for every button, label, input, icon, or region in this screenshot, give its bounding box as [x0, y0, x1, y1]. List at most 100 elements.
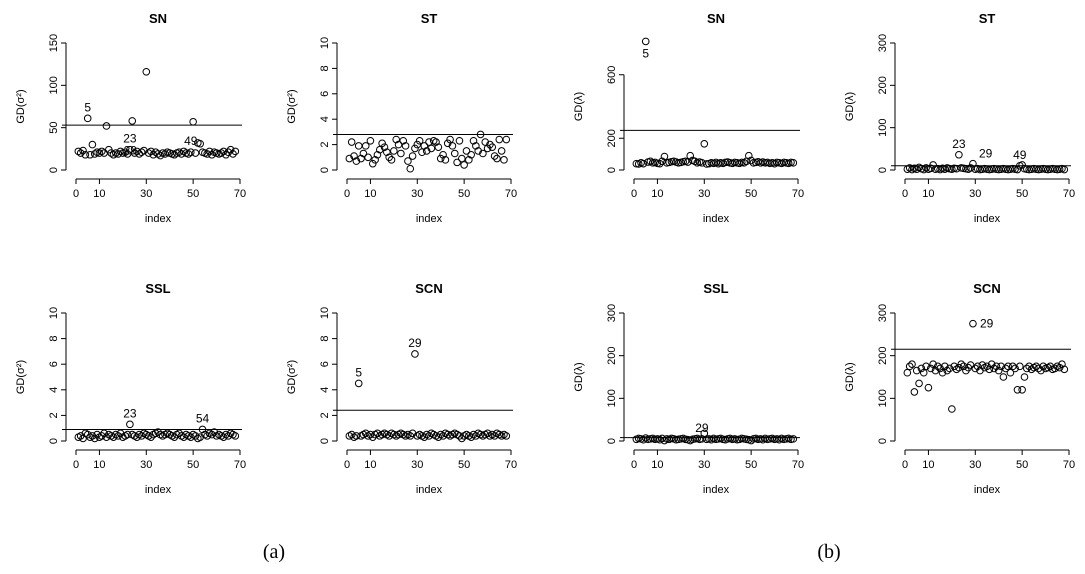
x-tick-label: 50: [458, 459, 470, 471]
panel-3-point: [789, 159, 798, 167]
panel-6-point: [502, 432, 511, 440]
panel-5-point: [219, 433, 228, 441]
panel-1-point: [140, 146, 148, 155]
panel-5-point: [175, 429, 183, 438]
caption-b: (b): [817, 541, 840, 563]
panel-1-point: [144, 149, 153, 157]
y-tick-label: 2: [48, 412, 60, 418]
panel-2-point: [406, 164, 415, 173]
panel-5-point: [123, 430, 132, 439]
panel-3-point: [745, 151, 753, 160]
panel-1-point: [76, 149, 85, 157]
panel-6-point: [366, 430, 375, 439]
panel-2-point: [390, 147, 398, 155]
y-tick-label: 10: [319, 37, 331, 49]
panel-7-ylabel: GD(λ): [573, 362, 585, 391]
x-tick-label: 10: [93, 188, 105, 200]
y-tick-label: 10: [48, 307, 60, 319]
panel-1-point: [121, 148, 129, 157]
panel-8-point: [948, 405, 956, 413]
panel-6: SCN 0 10 30 50 70 0 2 4 6 8 10 index GD(σ²) 5 29: [286, 281, 517, 496]
panel-2-point: [387, 156, 396, 164]
panel-6-point: [352, 432, 361, 440]
x-tick-label: 0: [902, 188, 908, 200]
panel-3-point: [655, 159, 664, 168]
panel-6-point: [483, 429, 492, 438]
panel-2-point: [345, 154, 354, 163]
panel-8-point: [941, 362, 949, 371]
panel-4-point: [1060, 165, 1069, 174]
panel-3-point: [641, 37, 650, 46]
x-tick-label: 50: [187, 188, 199, 200]
panel-6-point: [347, 430, 356, 439]
panel-2-point: [462, 147, 471, 155]
panel-6-xlabel: index: [416, 484, 443, 496]
panel-8-point: [1051, 364, 1059, 373]
panel-5-point: [147, 433, 155, 441]
y-tick-label: 0: [606, 438, 618, 444]
panel-8-point: [922, 362, 930, 371]
y-tick-label: 300: [877, 34, 889, 52]
panel-2-point: [420, 142, 429, 150]
y-tick-label: 0: [877, 438, 889, 444]
panel-1-point: [88, 140, 97, 149]
panel-8-point: [1001, 364, 1010, 373]
panel-1-point: [95, 149, 104, 157]
panel-2-point: [481, 138, 490, 146]
panel-4-point: [919, 165, 928, 174]
panel-1-point: [170, 150, 179, 159]
panel-8-point: [1016, 362, 1024, 371]
panel-6-point: [361, 429, 370, 438]
panel-8-point: [1013, 386, 1022, 394]
panel-8-point: [929, 360, 937, 369]
panel-2-point: [453, 158, 461, 167]
panel-2-point: [408, 152, 417, 160]
y-tick-label: 150: [48, 34, 60, 52]
panel-3-point: [660, 152, 669, 161]
panel-8-point: [973, 362, 982, 371]
panel-2-point: [373, 150, 382, 159]
panel-2-point: [446, 135, 454, 144]
panel-5-point: [88, 432, 97, 440]
y-tick-label: 4: [319, 387, 331, 393]
panel-2-point: [397, 149, 405, 158]
panel-1-annotation: 5: [84, 100, 91, 114]
panel-1-point: [123, 150, 132, 158]
panel-5-annotation: 54: [196, 411, 210, 425]
panel-1-point: [74, 147, 83, 156]
y-tick-label: 100: [877, 389, 889, 407]
panel-2-title: ST: [421, 11, 438, 26]
panel-2-point: [352, 157, 361, 165]
y-tick-label: 6: [319, 361, 331, 367]
panel-7-point: [658, 434, 666, 443]
panel-8-point: [917, 364, 926, 373]
panel-3-ylabel: GD(λ): [573, 92, 585, 121]
y-tick-label: 0: [48, 438, 60, 444]
panel-3-point: [639, 159, 648, 168]
panel-2-point: [350, 152, 358, 160]
panel-1-point: [109, 150, 118, 159]
panel-8-point: [987, 360, 996, 369]
panel-8-point: [964, 363, 973, 372]
panel-1-point: [149, 150, 158, 159]
panel-4-annotation: 49: [1013, 148, 1027, 162]
panel-2-point: [394, 140, 403, 149]
panel-3-title: SN: [707, 11, 725, 26]
panel-7-xlabel: index: [703, 484, 730, 496]
y-tick-label: 200: [877, 346, 889, 364]
panel-3-point: [691, 157, 699, 166]
y-tick-label: 200: [606, 346, 618, 364]
panel-1-point: [179, 147, 188, 156]
panel-5-point: [97, 432, 106, 440]
x-tick-label: 0: [344, 188, 350, 200]
panel-8-point: [908, 360, 916, 369]
panel-1-point: [97, 147, 106, 156]
y-tick-label: 8: [319, 65, 331, 71]
panel-1-point: [128, 117, 137, 125]
panel-4-ylabel: GD(λ): [844, 92, 856, 121]
y-tick-label: 8: [48, 336, 60, 342]
panel-8-point: [938, 368, 947, 377]
x-tick-label: 50: [1016, 188, 1028, 200]
panel-1-point: [137, 148, 146, 157]
